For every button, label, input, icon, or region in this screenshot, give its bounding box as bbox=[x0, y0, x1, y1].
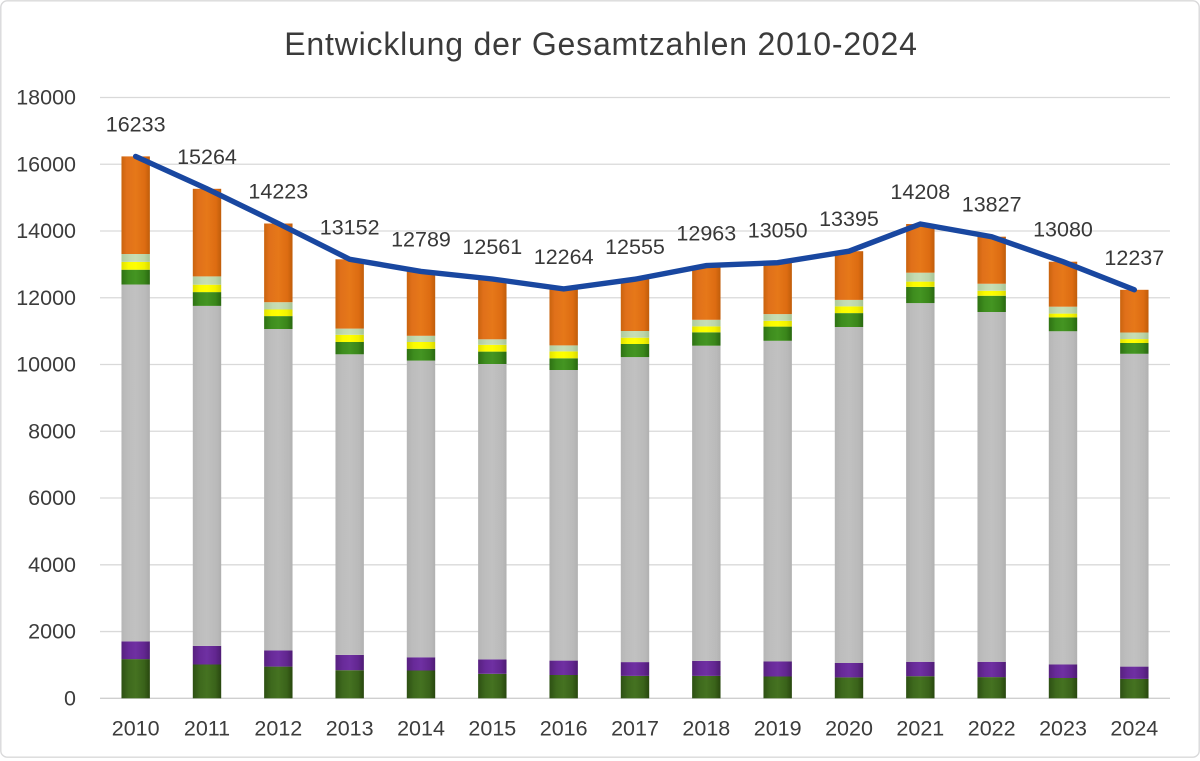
svg-text:Entwicklung der Gesamtzahlen 2: Entwicklung der Gesamtzahlen 2010-2024 bbox=[284, 26, 917, 62]
svg-text:2022: 2022 bbox=[968, 716, 1016, 740]
svg-text:2024: 2024 bbox=[1110, 716, 1158, 740]
svg-text:12264: 12264 bbox=[534, 245, 594, 269]
svg-text:4000: 4000 bbox=[28, 553, 76, 577]
svg-text:12789: 12789 bbox=[391, 227, 451, 251]
svg-text:12963: 12963 bbox=[676, 222, 736, 246]
svg-text:14223: 14223 bbox=[248, 180, 308, 204]
svg-text:13050: 13050 bbox=[748, 219, 808, 243]
svg-text:14000: 14000 bbox=[16, 219, 76, 243]
svg-text:13395: 13395 bbox=[819, 207, 879, 231]
svg-text:12237: 12237 bbox=[1104, 246, 1164, 270]
svg-text:13827: 13827 bbox=[962, 193, 1022, 217]
svg-text:2020: 2020 bbox=[825, 716, 873, 740]
svg-text:10000: 10000 bbox=[16, 353, 76, 377]
svg-text:0: 0 bbox=[64, 686, 76, 710]
svg-text:16233: 16233 bbox=[106, 112, 166, 136]
svg-text:2015: 2015 bbox=[468, 716, 516, 740]
svg-text:2017: 2017 bbox=[611, 716, 659, 740]
svg-text:2014: 2014 bbox=[397, 716, 445, 740]
svg-text:15264: 15264 bbox=[177, 145, 237, 169]
svg-text:2012: 2012 bbox=[254, 716, 302, 740]
svg-text:6000: 6000 bbox=[28, 486, 76, 510]
svg-text:2013: 2013 bbox=[326, 716, 374, 740]
svg-text:13080: 13080 bbox=[1033, 218, 1093, 242]
svg-text:2018: 2018 bbox=[682, 716, 730, 740]
svg-text:2021: 2021 bbox=[896, 716, 944, 740]
svg-text:2010: 2010 bbox=[112, 716, 160, 740]
svg-text:13152: 13152 bbox=[320, 215, 380, 239]
svg-text:2019: 2019 bbox=[754, 716, 802, 740]
svg-text:2023: 2023 bbox=[1039, 716, 1087, 740]
svg-text:8000: 8000 bbox=[28, 419, 76, 443]
svg-text:14208: 14208 bbox=[890, 180, 950, 204]
svg-text:18000: 18000 bbox=[16, 86, 76, 110]
svg-text:12000: 12000 bbox=[16, 286, 76, 310]
svg-text:2000: 2000 bbox=[28, 620, 76, 644]
svg-text:2016: 2016 bbox=[540, 716, 588, 740]
svg-text:12555: 12555 bbox=[605, 235, 665, 259]
svg-text:2011: 2011 bbox=[184, 716, 230, 740]
svg-text:16000: 16000 bbox=[16, 152, 76, 176]
svg-text:12561: 12561 bbox=[462, 235, 522, 259]
